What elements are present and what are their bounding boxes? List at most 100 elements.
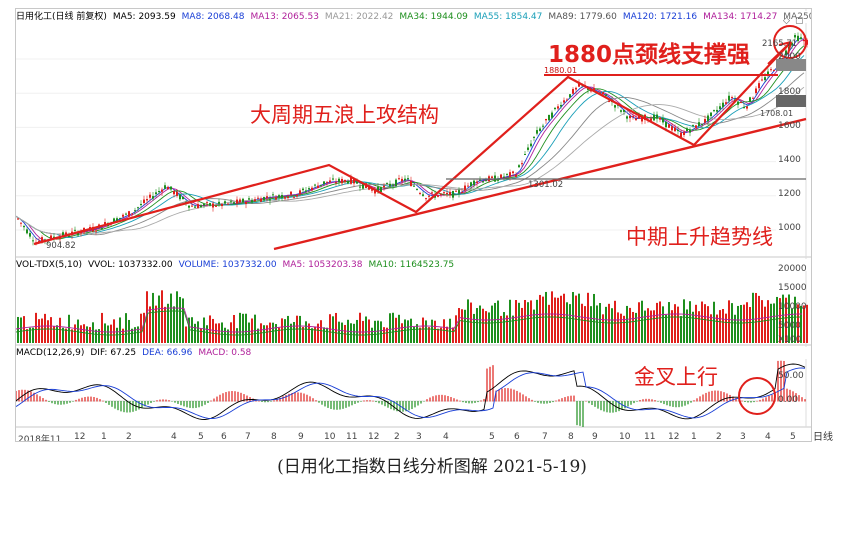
candle-body xyxy=(662,118,664,123)
macd-histogram-bar xyxy=(51,401,53,404)
symbol-name[interactable]: 日用化工 xyxy=(16,12,53,22)
candle-body xyxy=(236,199,238,204)
volume-bar xyxy=(137,326,139,343)
macd-histogram-bar xyxy=(66,401,68,404)
macd-histogram-bar xyxy=(612,401,614,413)
volume-bar xyxy=(521,307,523,343)
macd-histogram-bar xyxy=(123,401,125,413)
volume-bar xyxy=(572,292,574,343)
macd-histogram-bar xyxy=(201,401,203,407)
macd-histogram-bar xyxy=(627,401,629,407)
macd-histogram-bar xyxy=(267,401,269,403)
candle-body xyxy=(740,102,742,104)
candle-body xyxy=(389,183,391,187)
macd-histogram-bar xyxy=(261,401,263,403)
candle-body xyxy=(512,171,514,174)
ma-value-2: MA13: 2065.53 xyxy=(250,12,319,22)
volume-bar xyxy=(197,321,199,343)
candle-body xyxy=(353,178,355,184)
macd-histogram-bar xyxy=(666,401,668,406)
chart-mode[interactable]: (日线 前复权) xyxy=(52,12,107,22)
volume-bar xyxy=(806,304,808,343)
month-tick: 7 xyxy=(542,432,548,442)
macd-histogram-bar xyxy=(651,399,653,402)
macd-histogram-bar xyxy=(462,401,464,403)
candle-body xyxy=(437,195,439,197)
macd-indicator-header: MACD(12,26,9) DIF: 67.25 DEA: 66.96 MACD: 0… xyxy=(16,347,263,359)
candle-body xyxy=(302,188,304,191)
macd-histogram-bar xyxy=(90,396,92,402)
macd-histogram-bar xyxy=(555,400,557,402)
neck-price-label: 1880.01 xyxy=(544,66,578,75)
macd-histogram-bar xyxy=(309,396,311,402)
macd-histogram-bar xyxy=(726,393,728,402)
diamond-icon[interactable]: ◇ xyxy=(783,16,790,26)
macd-histogram-bar xyxy=(642,399,644,402)
macd-histogram-bar xyxy=(588,401,590,404)
candle-body xyxy=(701,124,703,126)
volume-bar xyxy=(431,319,433,343)
volume-bar xyxy=(752,292,754,343)
macd-histogram-bar xyxy=(771,394,773,402)
candle-body xyxy=(95,230,97,232)
volume-bar xyxy=(626,305,628,343)
candle-body xyxy=(656,114,658,119)
volume-bar xyxy=(17,316,19,343)
volume-bar xyxy=(371,327,373,343)
daily-tab[interactable]: 日线 xyxy=(813,432,833,443)
volume-bar xyxy=(374,320,376,343)
month-tick: 12 xyxy=(74,432,86,442)
macd-histogram-bar xyxy=(741,400,743,402)
candle-body xyxy=(530,143,532,147)
candle-body xyxy=(293,196,295,198)
candle-body xyxy=(623,110,625,112)
macd-histogram-bar xyxy=(375,401,377,403)
volume-bar xyxy=(314,327,316,343)
volume-bar xyxy=(53,326,55,343)
macd-histogram-bar xyxy=(480,400,482,402)
macd-indicator-name[interactable]: MACD(12,26,9) xyxy=(16,348,85,358)
month-tick: 10 xyxy=(324,432,336,442)
volume-bar xyxy=(74,324,76,343)
macd-histogram-bar xyxy=(579,401,581,426)
macd-histogram-bar xyxy=(16,390,17,402)
volume-bar xyxy=(668,302,670,343)
volume-bar xyxy=(554,297,556,343)
candle-body xyxy=(62,232,64,237)
price-tick: 1000 xyxy=(778,223,801,233)
volume-bar xyxy=(695,304,697,343)
vol-indicator-name[interactable]: VOL-TDX(5,10) xyxy=(16,260,83,270)
macd-histogram-bar xyxy=(597,401,599,409)
candle-body xyxy=(308,188,310,190)
candle-body xyxy=(101,227,103,229)
candle-body xyxy=(671,126,673,131)
macd-histogram-bar xyxy=(222,393,224,402)
macd-histogram-bar xyxy=(183,401,185,407)
candle-body xyxy=(650,118,652,121)
macd-histogram-bar xyxy=(270,401,272,402)
peak-circle xyxy=(773,25,807,59)
macd-histogram-bar xyxy=(108,401,110,405)
macd-histogram-bar xyxy=(369,400,371,402)
candle-body xyxy=(74,229,76,231)
candle-body xyxy=(152,196,154,199)
candle-body xyxy=(392,184,394,186)
candle-body xyxy=(785,50,787,55)
window-icon[interactable]: ▢ xyxy=(795,16,804,26)
macd-histogram-bar xyxy=(345,401,347,408)
macd-histogram-bar xyxy=(219,394,221,402)
candle-body xyxy=(224,201,226,204)
volume-bar xyxy=(221,322,223,343)
volume-bar xyxy=(32,327,34,343)
candle-body xyxy=(350,177,352,184)
macd-histogram-bar xyxy=(798,395,800,402)
macd-histogram-bar xyxy=(246,395,248,402)
candle-body xyxy=(659,117,661,120)
candle-body xyxy=(284,197,286,199)
candle-body xyxy=(617,104,619,106)
volume-bar xyxy=(164,306,166,343)
volume-bar xyxy=(38,319,40,343)
macd-histogram-bar xyxy=(363,400,365,402)
kline-chart-panel[interactable]: 日用化工(日线 前复权) MA5: 2093.59 MA8: 2068.48 MA13… xyxy=(15,8,812,442)
macd-histogram-bar xyxy=(114,401,116,409)
